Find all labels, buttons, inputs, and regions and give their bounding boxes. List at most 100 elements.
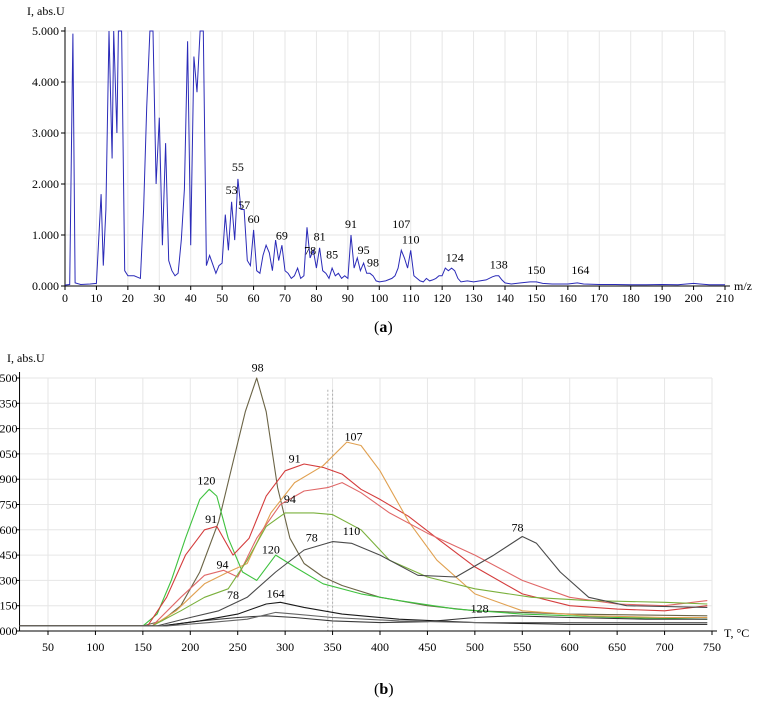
panel-b-ylabel: I, abs.U [7,351,45,365]
a-xtick-label: 100 [370,291,388,305]
a-xtick-label: 10 [90,291,102,305]
peak-label: 150 [527,263,545,277]
peak-label: 81 [314,230,326,244]
b-xtick-label: 550 [513,640,531,654]
curve-label: 78 [306,531,318,545]
series-line [19,482,708,627]
b-xtick-label: 250 [229,640,247,654]
b-ytick-label: 0.750 [0,498,18,512]
peak-label: 53 [226,183,238,197]
b-ytick-label: 1.050 [0,447,18,461]
curve-label: 120 [197,473,215,487]
peak-label: 95 [358,243,370,257]
series-line [19,611,708,627]
b-ytick-label: 0.900 [0,472,18,486]
panel-a: I, abs.U m/z 0.000 1.000 2.000 3.000 4.000 5.… [27,4,752,336]
a-ytick-label: 4.000 [32,75,59,89]
a-xtick-label: 110 [402,291,420,305]
curve-label: 164 [267,586,285,600]
a-xtick-label: 80 [310,291,322,305]
a-xtick-label: 150 [527,291,545,305]
panel-a-ticks: 0.000 1.000 2.000 3.000 4.000 5.000 0 10 20 30 40 5… [32,24,734,305]
b-ytick-label: 0.000 [0,624,18,638]
panel-b-caption: (b) [374,681,394,698]
series-line [19,535,708,627]
panel-b-caption-letter: b [379,681,388,698]
curve-label: 78 [227,588,239,602]
a-xtick-label: 40 [185,291,197,305]
curve-label: 110 [343,524,361,538]
peak-label: 85 [326,248,338,262]
b-ytick-label: 1.500 [0,371,18,385]
a-xtick-label: 120 [433,291,451,305]
series-line [19,377,708,627]
peak-label: 91 [345,217,357,231]
peak-label: 164 [571,263,589,277]
curve-label: 91 [289,451,301,465]
b-ytick-label: 1.200 [0,422,18,436]
peak-label: 124 [446,251,464,265]
b-ytick-label: 0.450 [0,548,18,562]
peak-label: 138 [490,258,508,272]
a-ytick-label: 1.000 [32,228,59,242]
b-xtick-label: 50 [42,640,54,654]
curve-label: 107 [344,429,362,443]
peak-label: 107 [392,217,410,231]
panel-b-series [19,377,708,627]
a-xtick-label: 210 [716,291,734,305]
panel-a-ylabel: I, abs.U [27,4,65,18]
panel-b-ticks: 0.000 0.150 0.300 0.450 0.600 0.750 0.900 1.050… [0,371,721,654]
a-xtick-label: 0 [62,291,68,305]
b-xtick-label: 700 [656,640,674,654]
a-xtick-label: 90 [342,291,354,305]
a-ytick-label: 5.000 [32,24,59,38]
a-xtick-label: 60 [248,291,260,305]
a-xtick-label: 30 [153,291,165,305]
panel-a-xlabel: m/z [734,279,752,293]
curve-label: 94 [217,558,229,572]
curve-label: 98 [252,360,264,374]
panel-a-caption: (a) [374,319,393,336]
b-xtick-label: 300 [276,640,294,654]
b-xtick-label: 200 [181,640,199,654]
a-xtick-label: 140 [496,291,514,305]
curve-label: 91 [205,512,217,526]
series-line [19,441,708,627]
b-xtick-label: 600 [561,640,579,654]
panel-a-caption-letter: a [379,319,387,336]
b-xtick-label: 150 [134,640,152,654]
a-xtick-label: 190 [653,291,671,305]
a-xtick-label: 170 [590,291,608,305]
b-xtick-label: 750 [703,640,721,654]
a-xtick-label: 20 [122,291,134,305]
a-xtick-label: 180 [622,291,640,305]
b-xtick-label: 100 [86,640,104,654]
b-xtick-label: 650 [608,640,626,654]
series-line [19,615,708,627]
curve-label: 120 [262,542,280,556]
a-xtick-label: 50 [216,291,228,305]
a-xtick-label: 70 [279,291,291,305]
spectrum-line [64,30,725,286]
a-ytick-label: 0.000 [32,279,59,293]
peak-label: 55 [232,160,244,174]
a-xtick-label: 130 [465,291,483,305]
curve-label: 78 [512,520,524,534]
b-xtick-label: 500 [466,640,484,654]
peak-label: 110 [402,233,420,247]
a-xtick-label: 160 [559,291,577,305]
series-line [19,488,708,627]
curve-label: 128 [471,601,489,615]
series-line [19,512,708,627]
b-ytick-label: 0.300 [0,573,18,587]
curve-label: 94 [284,492,296,506]
panel-b: I, abs.U T, °C 0.000 0.150 0.300 0.450 0.600… [0,351,749,698]
peak-label: 78 [304,243,316,257]
b-xtick-label: 450 [418,640,436,654]
a-ytick-label: 2.000 [32,177,59,191]
b-xtick-label: 400 [371,640,389,654]
b-xtick-label: 350 [324,640,342,654]
peak-label: 57 [238,198,250,212]
